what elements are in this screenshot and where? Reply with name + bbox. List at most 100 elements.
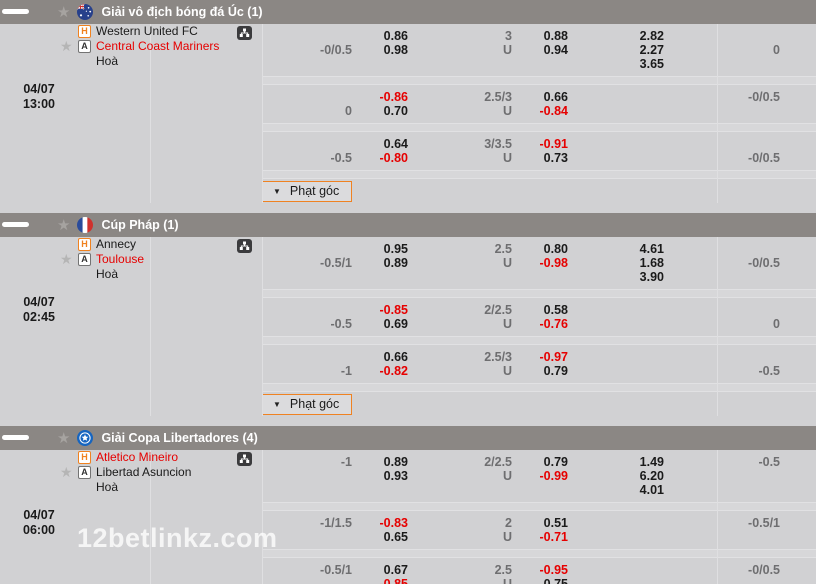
corner-button[interactable]: ▼ Phạt góc [262,180,353,202]
odds-value[interactable]: 1.68 [639,256,664,270]
ou-odds-cell: -0.97 0.79 [512,350,569,378]
corner-button[interactable]: ▼ Phạt góc [262,393,353,415]
odds-value[interactable]: 2.82 [639,29,664,43]
odds-value[interactable]: 1.49 [639,455,664,469]
odds-value[interactable]: -0.85 [379,577,409,584]
odds-value[interactable]: -0.91 [539,137,569,151]
odds-value[interactable]: 0.80 [543,242,568,256]
odds-value[interactable]: 0.67 [383,563,408,577]
odds-value[interactable]: 0.89 [383,256,408,270]
home-badge: H [78,451,91,464]
odds-value[interactable]: -0.95 [539,563,569,577]
odds-value[interactable]: 0.98 [383,43,408,57]
handicap-value: 2/2.5 [484,455,512,469]
odds-value[interactable]: 0.64 [383,137,408,151]
odds-value[interactable]: 0.88 [543,29,568,43]
team-line: ★ A Central Coast Mariners [60,39,219,54]
goal-line-cell: 2.5/3 U [408,90,512,118]
handicap-value [664,137,780,151]
odds-value[interactable]: 0.89 [383,455,408,469]
collapse-handle[interactable] [2,222,29,227]
odds-value[interactable]: 0.95 [383,242,408,256]
away-badge: A [78,40,91,53]
1x2-odds-cell [568,516,664,544]
match-datetime: 04/07 13:00 [0,24,78,170]
odds-value[interactable]: 0.70 [383,104,408,118]
corner-handicap-cell: 0 [664,29,780,71]
league-favorite-star-icon[interactable]: ★ [57,3,71,21]
handicap-odds-cell: -0.85 0.69 [352,303,409,331]
odds-value[interactable]: 0.65 [383,530,408,544]
away-team-name[interactable]: Toulouse [96,252,145,266]
odds-value[interactable]: 2.27 [639,43,664,57]
home-team-name[interactable]: Annecy [96,237,137,251]
league-favorite-star-icon[interactable]: ★ [57,429,71,447]
odds-value[interactable]: -0.80 [379,151,409,165]
odds-value[interactable]: 0.94 [543,43,568,57]
away-team-name[interactable]: Central Coast Mariners [96,39,220,53]
dropdown-caret-icon: ▼ [273,399,281,409]
match-teams: H Annecy ★ A Toulouse Hoà [60,237,144,282]
odds-value[interactable]: 4.01 [639,483,664,497]
odds-value[interactable]: 4.61 [639,242,664,256]
league-section: ★ Giải Copa Libertadores (4) 04/07 06:00 H At… [0,426,816,584]
handicap-value [664,577,780,584]
ou-odds-cell: 0.58 -0.76 [512,303,569,331]
odds-value[interactable]: -0.82 [379,364,409,378]
match-stats-icon[interactable] [237,26,252,40]
odds-value[interactable]: 0.79 [543,364,568,378]
odds-value[interactable]: -0.99 [539,469,569,483]
match-stats-icon[interactable] [237,239,252,253]
odds-value[interactable]: 0.69 [383,317,408,331]
collapse-handle[interactable] [2,9,29,14]
draw-label: Hoà [96,54,119,68]
odds-value[interactable]: -0.84 [539,104,569,118]
odds-value[interactable]: 0.75 [543,577,568,584]
odds-value[interactable]: -0.97 [539,350,569,364]
odds-value[interactable]: -0.83 [379,516,409,530]
odds-value[interactable]: -0.86 [379,90,409,104]
dropdown-caret-icon: ▼ [273,186,281,196]
handicap-value: 2.5/3 [484,350,512,364]
odds-value[interactable]: 0.66 [383,350,408,364]
odds-value[interactable]: 0.86 [383,29,408,43]
match-stats-icon[interactable] [237,452,252,466]
handicap-value [664,530,780,544]
odds-value[interactable]: -0.85 [379,303,409,317]
handicap-value: U [502,256,512,270]
home-team-name[interactable]: Western United FC [96,24,198,38]
away-team-name[interactable]: Libertad Asuncion [96,465,192,479]
odds-value[interactable]: 6.20 [639,469,664,483]
favorite-star-icon[interactable]: ★ [60,38,73,54]
odds-value[interactable]: 0.73 [543,151,568,165]
odds-value[interactable]: -0.98 [539,256,569,270]
draw-line: Hoà [60,267,144,282]
collapse-handle[interactable] [2,435,29,440]
odds-value[interactable]: 0.58 [543,303,568,317]
handicap-value: -0.5/1 [320,256,352,270]
1x2-odds-cell [568,563,664,584]
column-divider [150,24,151,203]
favorite-star-icon[interactable]: ★ [60,464,73,480]
odds-value[interactable]: -0.76 [539,317,569,331]
odds-value[interactable]: 3.65 [639,57,664,71]
odds-value[interactable]: 0.66 [543,90,568,104]
odds-value[interactable]: -0.71 [539,530,569,544]
corner-handicap-cell: -0/0.5 [664,242,780,284]
odds-value[interactable]: 0.79 [543,455,568,469]
home-team-name[interactable]: Atletico Mineiro [96,450,179,464]
league-title: Cúp Pháp (1) [101,218,179,232]
favorite-star-icon[interactable]: ★ [60,251,73,267]
odds-value[interactable]: 0.93 [383,469,408,483]
odds-value[interactable]: 3.90 [639,270,664,284]
1x2-odds-cell: 2.82 2.27 3.65 [568,29,664,71]
league-favorite-star-icon[interactable]: ★ [57,216,71,234]
handicap-value: -0.5 [758,455,780,469]
league-header: ★ Giải vô địch bóng đá Úc (1) [0,0,816,24]
corner-handicap-cell: 0 [664,303,780,331]
handicap-value: -0/0.5 [320,43,352,57]
match-time: 13:00 [23,97,55,111]
odds-row: H Western United FC ★ A Central Coast Marine… [60,24,816,76]
league-title: Giải Copa Libertadores (4) [101,431,258,445]
odds-value[interactable]: 0.51 [543,516,568,530]
